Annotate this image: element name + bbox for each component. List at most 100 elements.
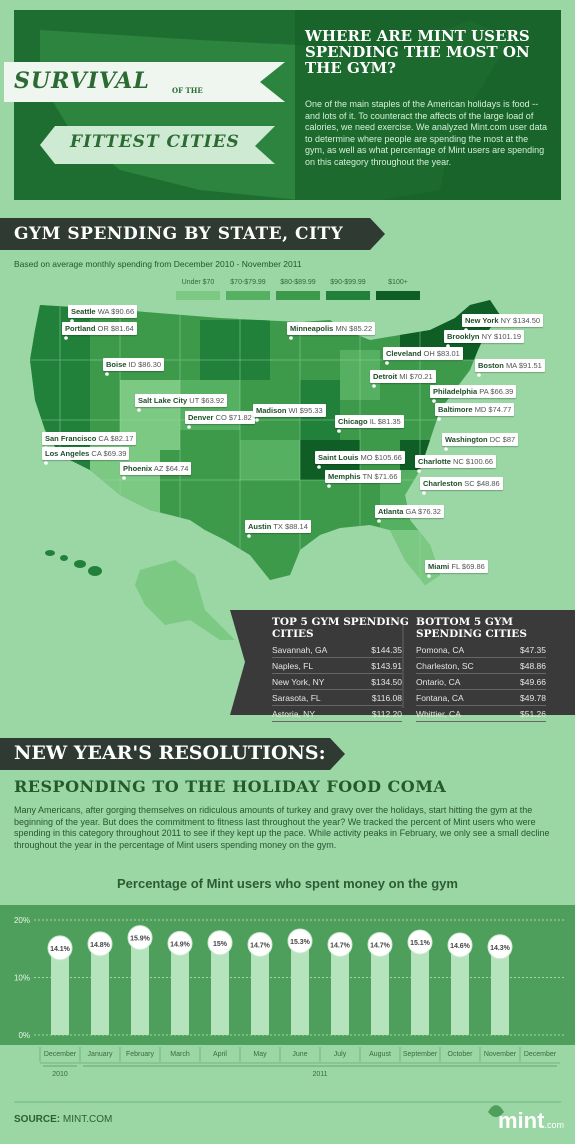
table-cell: $116.08 (355, 689, 402, 706)
city-label: Brooklyn NY $101.19 (444, 330, 525, 343)
bar (251, 950, 269, 1035)
city-label: Los Angeles CA $69.39 (42, 447, 130, 460)
table-row: Charleston, SC $48.86 (416, 657, 546, 674)
city-dot (327, 484, 331, 488)
chart-band (0, 905, 575, 1045)
city-label: Detroit MI $70.21 (370, 370, 436, 383)
section-banner (0, 218, 385, 250)
city-dot (317, 465, 321, 469)
value-bubble (447, 932, 473, 958)
city-detail: AZ $64.74 (153, 464, 189, 473)
city-detail: TN $71.66 (362, 472, 398, 481)
city-dot (437, 417, 441, 421)
header-title: WHERE ARE MINT USERS SPENDING THE MOST O… (305, 27, 530, 77)
section-subtitle: Based on average monthly spending from D… (14, 259, 302, 269)
city-name: Charleston (423, 479, 463, 488)
x-tick-label: March (170, 1051, 190, 1058)
city-dot (427, 574, 431, 578)
value-bubble (327, 931, 353, 957)
city-detail: MD $74.77 (474, 405, 512, 414)
y-tick-label: 20% (14, 916, 30, 925)
table-cell: $143.91 (355, 657, 402, 674)
table-cell: Ontario, CA (416, 673, 506, 690)
value-bubble (487, 934, 513, 960)
header-intro: One of the main staples of the American … (305, 99, 547, 167)
value-label: 15.1% (410, 940, 431, 947)
table-cell: Astoria, NY (272, 705, 356, 722)
legend-label: $80-$89.99 (280, 279, 316, 286)
logo-text: mint (498, 1108, 545, 1133)
city-dot (289, 336, 293, 340)
city-dot (255, 418, 259, 422)
city-detail: MI $70.21 (399, 372, 433, 381)
bar (491, 952, 509, 1035)
value-label: 14.7% (330, 942, 351, 949)
city-label: Boise ID $86.30 (103, 358, 165, 371)
city-label: Baltimore MD $74.77 (435, 403, 515, 416)
city-detail: MN $85.22 (335, 324, 373, 333)
city-label: Cleveland OH $83.01 (383, 347, 463, 360)
bar (91, 949, 109, 1035)
table-row: Astoria, NY $112.20 (272, 705, 402, 722)
city-detail: NY $101.19 (481, 332, 522, 341)
city-detail: GA $76.32 (405, 507, 441, 516)
x-tick-label: May (253, 1051, 267, 1058)
value-bubble (47, 935, 73, 961)
city-label: Philadelphia PA $66.39 (430, 385, 517, 398)
city-dot (385, 361, 389, 365)
group-label: 2010 (52, 1071, 68, 1078)
bar (291, 947, 309, 1035)
city-detail: NC $100.66 (453, 457, 494, 466)
city-dot (64, 336, 68, 340)
table-row: Fontana, CA $49.78 (416, 689, 546, 706)
city-dot (105, 372, 109, 376)
value-bubble (287, 928, 313, 954)
city-label: Saint Louis MO $105.66 (315, 451, 405, 464)
x-tick-label: July (334, 1051, 347, 1058)
value-label: 15.3% (290, 939, 311, 946)
logo: mint.com (498, 1108, 564, 1134)
city-label: Phoenix AZ $64.74 (120, 462, 192, 475)
ribbon-text: OF THE (172, 86, 203, 95)
value-label: 14.3% (490, 945, 511, 952)
city-label: Seattle WA $90.66 (68, 305, 138, 318)
legend-label: Under $70 (181, 279, 215, 286)
city-name: Salt Lake City (138, 396, 188, 405)
legend-label: $90-$99.99 (330, 279, 366, 286)
city-dot (44, 461, 48, 465)
city-name: Saint Louis (318, 453, 359, 462)
x-tick-label: April (213, 1051, 227, 1058)
table-cell: New York, NY (272, 673, 356, 690)
bottom-table: Pomona, CA $47.35 Charleston, SC $48.86 Onta… (416, 642, 546, 722)
x-tick-label: November (484, 1051, 517, 1058)
city-label: Minneapolis MN $85.22 (287, 322, 376, 335)
city-label: Memphis TN $71.66 (325, 470, 401, 483)
city-dot (70, 319, 74, 323)
table-cell: $47.35 (505, 642, 546, 658)
city-name: Phoenix (123, 464, 153, 473)
table-row: Savannah, GA $144.35 (272, 642, 402, 658)
legend-swatch (226, 291, 270, 300)
logo-leaf (488, 1105, 504, 1117)
city-label: Washington DC $87 (442, 433, 519, 446)
legend-label: $100+ (388, 279, 408, 286)
city-label: Chicago IL $81.35 (335, 415, 404, 428)
x-tick-label: January (88, 1051, 113, 1058)
table-row: Whittier, CA $51.26 (416, 705, 546, 722)
bar (211, 948, 229, 1035)
city-detail: OH $83.01 (423, 349, 460, 358)
legend-swatch (276, 291, 320, 300)
legend-swatch (176, 291, 220, 300)
city-detail: MO $105.66 (360, 453, 402, 462)
city-detail: DC $87 (489, 435, 516, 444)
city-label: Salt Lake City UT $63.92 (135, 394, 228, 407)
section-banner (0, 738, 345, 770)
city-label: Charleston SC $48.86 (420, 477, 503, 490)
value-bubble (407, 929, 433, 955)
city-detail: PA $66.39 (479, 387, 514, 396)
section-heading: NEW YEAR'S RESOLUTIONS: (14, 742, 326, 764)
city-dot (372, 384, 376, 388)
table-cell: $144.35 (355, 642, 402, 658)
section-text: Many Americans, after gorging themselves… (14, 805, 550, 850)
value-label: 15.9% (130, 936, 151, 943)
